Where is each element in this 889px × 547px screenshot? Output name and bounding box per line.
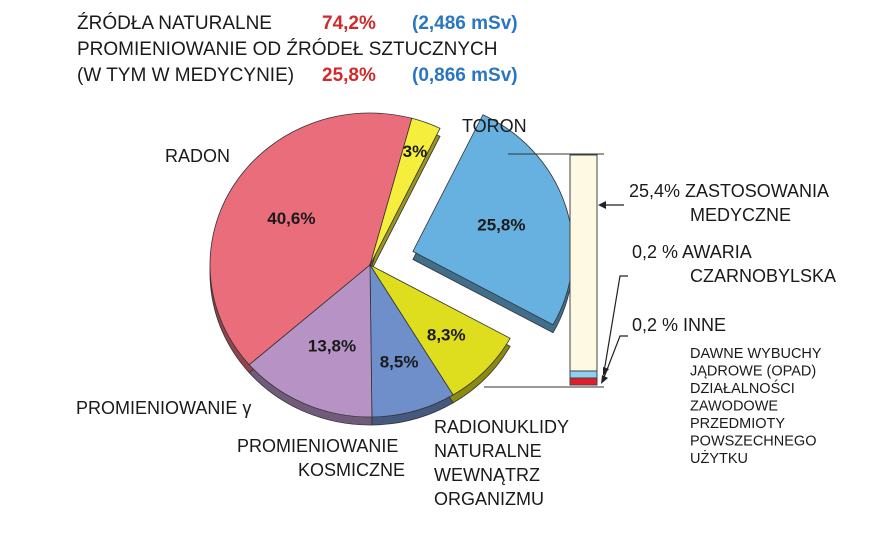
natural-sources-dose: (2,486 mSv) — [412, 13, 518, 34]
breakdown-bar — [484, 153, 604, 388]
pie-value-label-promieniowanie-kosmiczne: 8,5% — [380, 352, 419, 371]
pie-slice-promieniowanie — [248, 264, 373, 418]
arrow-chernobyl — [603, 275, 628, 373]
pie-slice-toron — [369, 117, 441, 266]
label-gamma: PROMIENIOWANIE γ — [76, 398, 251, 418]
arrow-other — [602, 335, 628, 381]
pie-slice-radon — [209, 112, 413, 366]
arrow-head-medical — [598, 201, 606, 209]
label-other: 0,2 % INNE — [632, 315, 726, 335]
label-chernobyl-1: 0,2 % AWARIA — [632, 242, 752, 262]
other-item-4: PRZEDMIOTY — [690, 416, 785, 432]
pie-value-label-toron: 3% — [403, 142, 428, 161]
arrow-head-chernobyl — [603, 367, 609, 376]
label-radionuclides-1: RADIONUKLIDY — [434, 417, 569, 437]
label-radionuclides-4: ORGANIZMU — [434, 489, 544, 509]
artificial-sources-pct: 25,8% — [322, 65, 376, 86]
breakdown-bar-medical — [569, 154, 598, 372]
pie-value-labels: 40,6% 3% 25,8% 8,3% 8,5% 13,8% — [267, 142, 525, 371]
other-item-2: DZIAŁALNOŚCI — [690, 379, 795, 397]
pie-slice-promieniowanie-od-r-de-sztucznych — [412, 114, 574, 326]
label-radionuclides-2: NATURALNE — [434, 441, 542, 461]
other-item-1: JĄDROWE (OPAD) — [690, 364, 816, 380]
label-chernobyl-2: CZARNOBYLSKA — [690, 266, 836, 286]
pie-slice-promieniowanie-kosmiczne — [369, 263, 454, 418]
label-radon: RADON — [165, 146, 230, 166]
breakdown-bar-other — [569, 377, 598, 386]
natural-sources-pct: 74,2% — [322, 13, 376, 34]
natural-sources-label: ŹRÓDŁA NATURALNE — [77, 13, 272, 34]
label-medical-1: 25,4% ZASTOSOWANIA — [629, 181, 829, 201]
other-item-0: DAWNE WYBUCHY — [690, 346, 822, 362]
pie-value-label-radionuklidy-naturalne-wewn-trz-organizmu: 8,3% — [427, 325, 466, 344]
header-line-2: PROMIENIOWANIE OD ŹRÓDEŁ SZTUCZNYCH — [77, 39, 498, 60]
other-item-6: UŻYTKU — [690, 449, 748, 467]
other-item-3: ZAWODOWE — [690, 399, 778, 415]
header-line-1: ŹRÓDŁA NATURALNE — [77, 13, 272, 35]
header-line-3-label: (W TYM W MEDYCYNIE) — [77, 65, 295, 86]
breakdown-bar-chernobyl — [569, 370, 598, 379]
pie-slices-layer — [209, 112, 574, 418]
artificial-sources-dose: (0,866 mSv) — [412, 65, 518, 86]
other-items-list: DAWNE WYBUCHY JĄDROWE (OPAD)DZIAŁALNOŚCI Z… — [690, 346, 822, 467]
label-cosmic-2: KOSMICZNE — [298, 460, 405, 480]
pie-value-label-radon: 40,6% — [267, 209, 315, 228]
label-radionuclides-3: WEWNĄTRZ — [434, 465, 540, 485]
arrow-head-other — [601, 375, 608, 384]
pie-value-label-promieniowanie: 13,8% — [308, 336, 356, 355]
label-toron: TORON — [462, 116, 527, 136]
breakdown-arrows — [600, 204, 628, 381]
other-item-5: POWSZECHNEGO — [690, 434, 816, 450]
pie-value-label-promieniowanie-od-r-de-sztucznych: 25,8% — [477, 216, 525, 235]
label-cosmic-1: PROMIENIOWANIE — [237, 436, 398, 456]
arrow-heads — [598, 201, 609, 384]
label-medical-2: MEDYCZNE — [690, 205, 791, 225]
